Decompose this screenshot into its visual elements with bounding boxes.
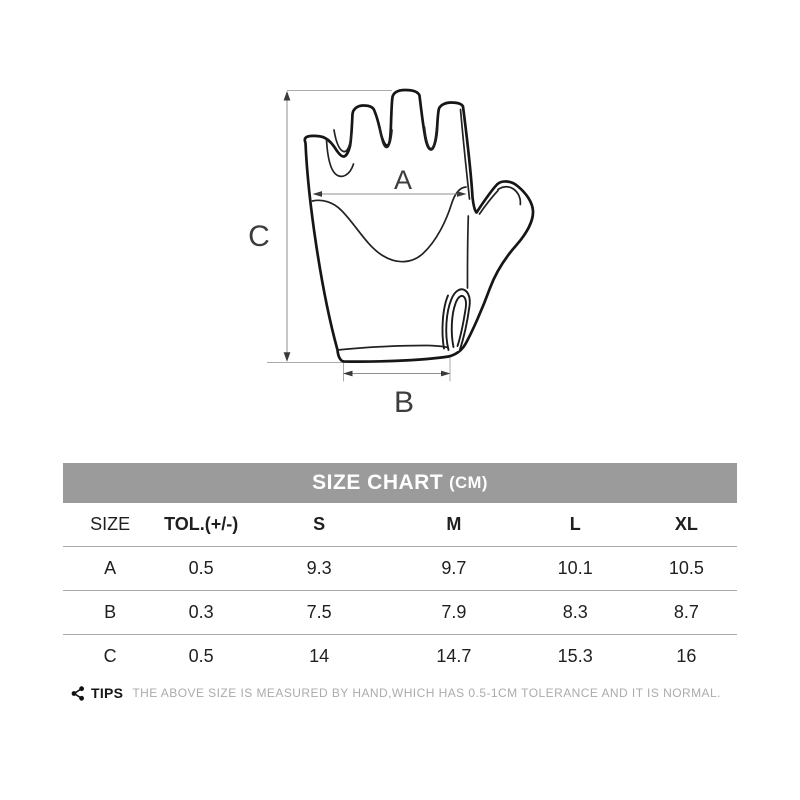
table-cell: 7.9 bbox=[441, 601, 467, 622]
table-cell: 10.1 bbox=[557, 557, 593, 578]
glove-outline bbox=[303, 88, 535, 363]
tips-text: THE ABOVE SIZE IS MEASURED BY HAND,WHICH… bbox=[132, 686, 721, 700]
table-cell: 16 bbox=[676, 645, 697, 666]
table-cell: 7.5 bbox=[306, 601, 332, 622]
header-cell: S bbox=[313, 513, 326, 534]
table-row: C 0.5 14 14.7 15.3 16 bbox=[63, 634, 737, 678]
tips-footer: TIPS THE ABOVE SIZE IS MEASURED BY HAND,… bbox=[70, 682, 738, 704]
table-cell: 8.3 bbox=[562, 601, 588, 622]
dimension-a-arrow bbox=[312, 191, 467, 197]
table-cell: B bbox=[104, 601, 117, 622]
table-cell: 10.5 bbox=[668, 557, 704, 578]
glove-diagram-svg: A B C bbox=[248, 88, 535, 419]
share-icon bbox=[71, 685, 84, 701]
table-cell: C bbox=[103, 645, 117, 666]
table-cell: 14 bbox=[309, 645, 330, 666]
size-chart-title: SIZE CHART bbox=[312, 471, 444, 494]
tips-label: TIPS bbox=[91, 685, 124, 701]
dimension-label-c: C bbox=[248, 220, 270, 253]
dimension-b-arrow bbox=[343, 370, 451, 377]
size-chart-title-bar: SIZE CHART (CM) bbox=[63, 463, 737, 503]
header-cell: L bbox=[569, 513, 581, 534]
table-cell: 0.3 bbox=[188, 601, 214, 622]
header-cell: M bbox=[446, 513, 462, 534]
size-chart-section: SIZE CHART (CM) SIZE TOL.(+/-) S M L XL … bbox=[63, 463, 737, 678]
table-header-row: SIZE TOL.(+/-) S M L XL bbox=[63, 503, 737, 546]
header-cell: TOL.(+/-) bbox=[164, 513, 239, 534]
header-cell: SIZE bbox=[90, 513, 131, 534]
glove-seam-details bbox=[311, 108, 522, 351]
table-cell: A bbox=[104, 557, 117, 578]
table-cell: 15.3 bbox=[557, 645, 593, 666]
table-cell: 0.5 bbox=[188, 645, 214, 666]
glove-measurement-figure: A B C bbox=[248, 88, 535, 419]
glove-pull-loop bbox=[441, 288, 471, 352]
table-row: A 0.5 9.3 9.7 10.1 10.5 bbox=[63, 546, 737, 590]
table-cell: 9.3 bbox=[306, 557, 332, 578]
table-cell: 14.7 bbox=[436, 645, 472, 666]
table-cell: 8.7 bbox=[673, 601, 699, 622]
size-chart-table: SIZE TOL.(+/-) S M L XL A 0.5 9.3 9.7 10… bbox=[63, 503, 737, 678]
dimension-label-b: B bbox=[394, 386, 414, 419]
table-row: B 0.3 7.5 7.9 8.3 8.7 bbox=[63, 590, 737, 634]
dimension-label-a: A bbox=[394, 165, 412, 195]
table-cell: 0.5 bbox=[188, 557, 214, 578]
size-chart-unit: (CM) bbox=[449, 473, 488, 492]
table-cell: 9.7 bbox=[441, 557, 467, 578]
dimension-c-arrow bbox=[283, 91, 291, 362]
header-cell: XL bbox=[674, 513, 698, 534]
